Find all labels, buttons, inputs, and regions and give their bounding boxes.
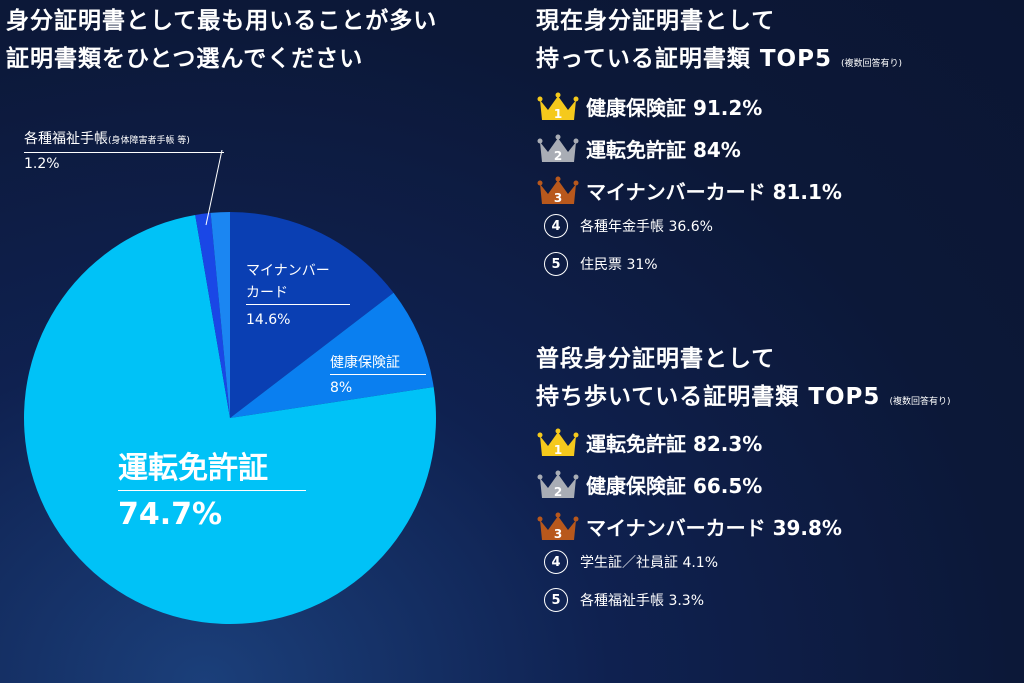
- rank-number-icon: 5: [544, 252, 568, 276]
- left-title: 身分証明書として最も用いることが多い 証明書類をひとつ選んでください: [6, 8, 438, 72]
- crown-icon: 2: [537, 134, 579, 163]
- svg-text:1: 1: [554, 107, 562, 121]
- pie-chart: [24, 212, 437, 624]
- svg-text:3: 3: [554, 191, 562, 205]
- section1-title: 現在身分証明書として 持っている証明書類 TOP5 (複数回答有り): [536, 8, 903, 72]
- rank-text: 運転免許証 84%: [586, 137, 741, 162]
- pie-slice: [210, 212, 230, 418]
- rank-text: マイナンバーカード 39.8%: [586, 515, 842, 540]
- svg-text:2: 2: [554, 485, 562, 499]
- crown-icon: 3: [537, 512, 579, 541]
- crown-icon: 2: [537, 470, 579, 499]
- crown-icon: 3: [537, 176, 579, 205]
- label-welfare: 各種福祉手帳(身体障害者手帳 等) 1.2%: [24, 128, 224, 175]
- rank-item: 1 健康保険証 91.2%: [536, 90, 762, 122]
- rank-text: 健康保険証 66.5%: [586, 473, 763, 498]
- pie-slice: [230, 212, 394, 418]
- svg-text:2: 2: [554, 149, 562, 163]
- pie-slice: [230, 292, 434, 418]
- label-health: 健康保険証 8%: [330, 352, 426, 399]
- rank-item: 2 健康保険証 66.5%: [536, 468, 762, 500]
- rank-item: 4 各種年金手帳 36.6%: [536, 214, 713, 238]
- crown-icon: 1: [537, 428, 579, 457]
- rank-item: 5 各種福祉手帳 3.3%: [536, 588, 704, 612]
- section2-title: 普段身分証明書として 持ち歩いている証明書類 TOP5 (複数回答有り): [536, 346, 951, 410]
- svg-text:3: 3: [554, 527, 562, 541]
- rank-item: 5 住民票 31%: [536, 252, 658, 276]
- pie-slice: [195, 212, 230, 418]
- rank-text: マイナンバーカード 81.1%: [586, 179, 842, 204]
- rank-text: 各種福祉手帳 3.3%: [580, 593, 705, 609]
- rank-text: 各種年金手帳 36.6%: [580, 219, 713, 235]
- rank-item: 1 運転免許証 82.3%: [536, 426, 762, 458]
- rank-number-icon: 5: [544, 588, 568, 612]
- rank-text: 運転免許証 82.3%: [586, 431, 763, 456]
- crown-icon: 1: [537, 92, 579, 121]
- rank-text: 学生証／社員証 4.1%: [580, 555, 719, 571]
- rank-number-icon: 4: [544, 214, 568, 238]
- rank-text: 健康保険証 91.2%: [586, 95, 763, 120]
- rank-item: 3 マイナンバーカード 81.1%: [536, 174, 842, 206]
- label-license: 運転免許証 74.7%: [118, 448, 306, 532]
- svg-text:1: 1: [554, 443, 562, 457]
- leader-line: [205, 150, 223, 226]
- rank-item: 4 学生証／社員証 4.1%: [536, 550, 718, 574]
- rank-item: 2 運転免許証 84%: [536, 132, 741, 164]
- rank-text: 住民票 31%: [580, 257, 658, 273]
- label-mynumber: マイナンバー カード 14.6%: [246, 260, 350, 331]
- rank-number-icon: 4: [544, 550, 568, 574]
- pie-slice: [24, 214, 437, 624]
- rank-item: 3 マイナンバーカード 39.8%: [536, 510, 842, 542]
